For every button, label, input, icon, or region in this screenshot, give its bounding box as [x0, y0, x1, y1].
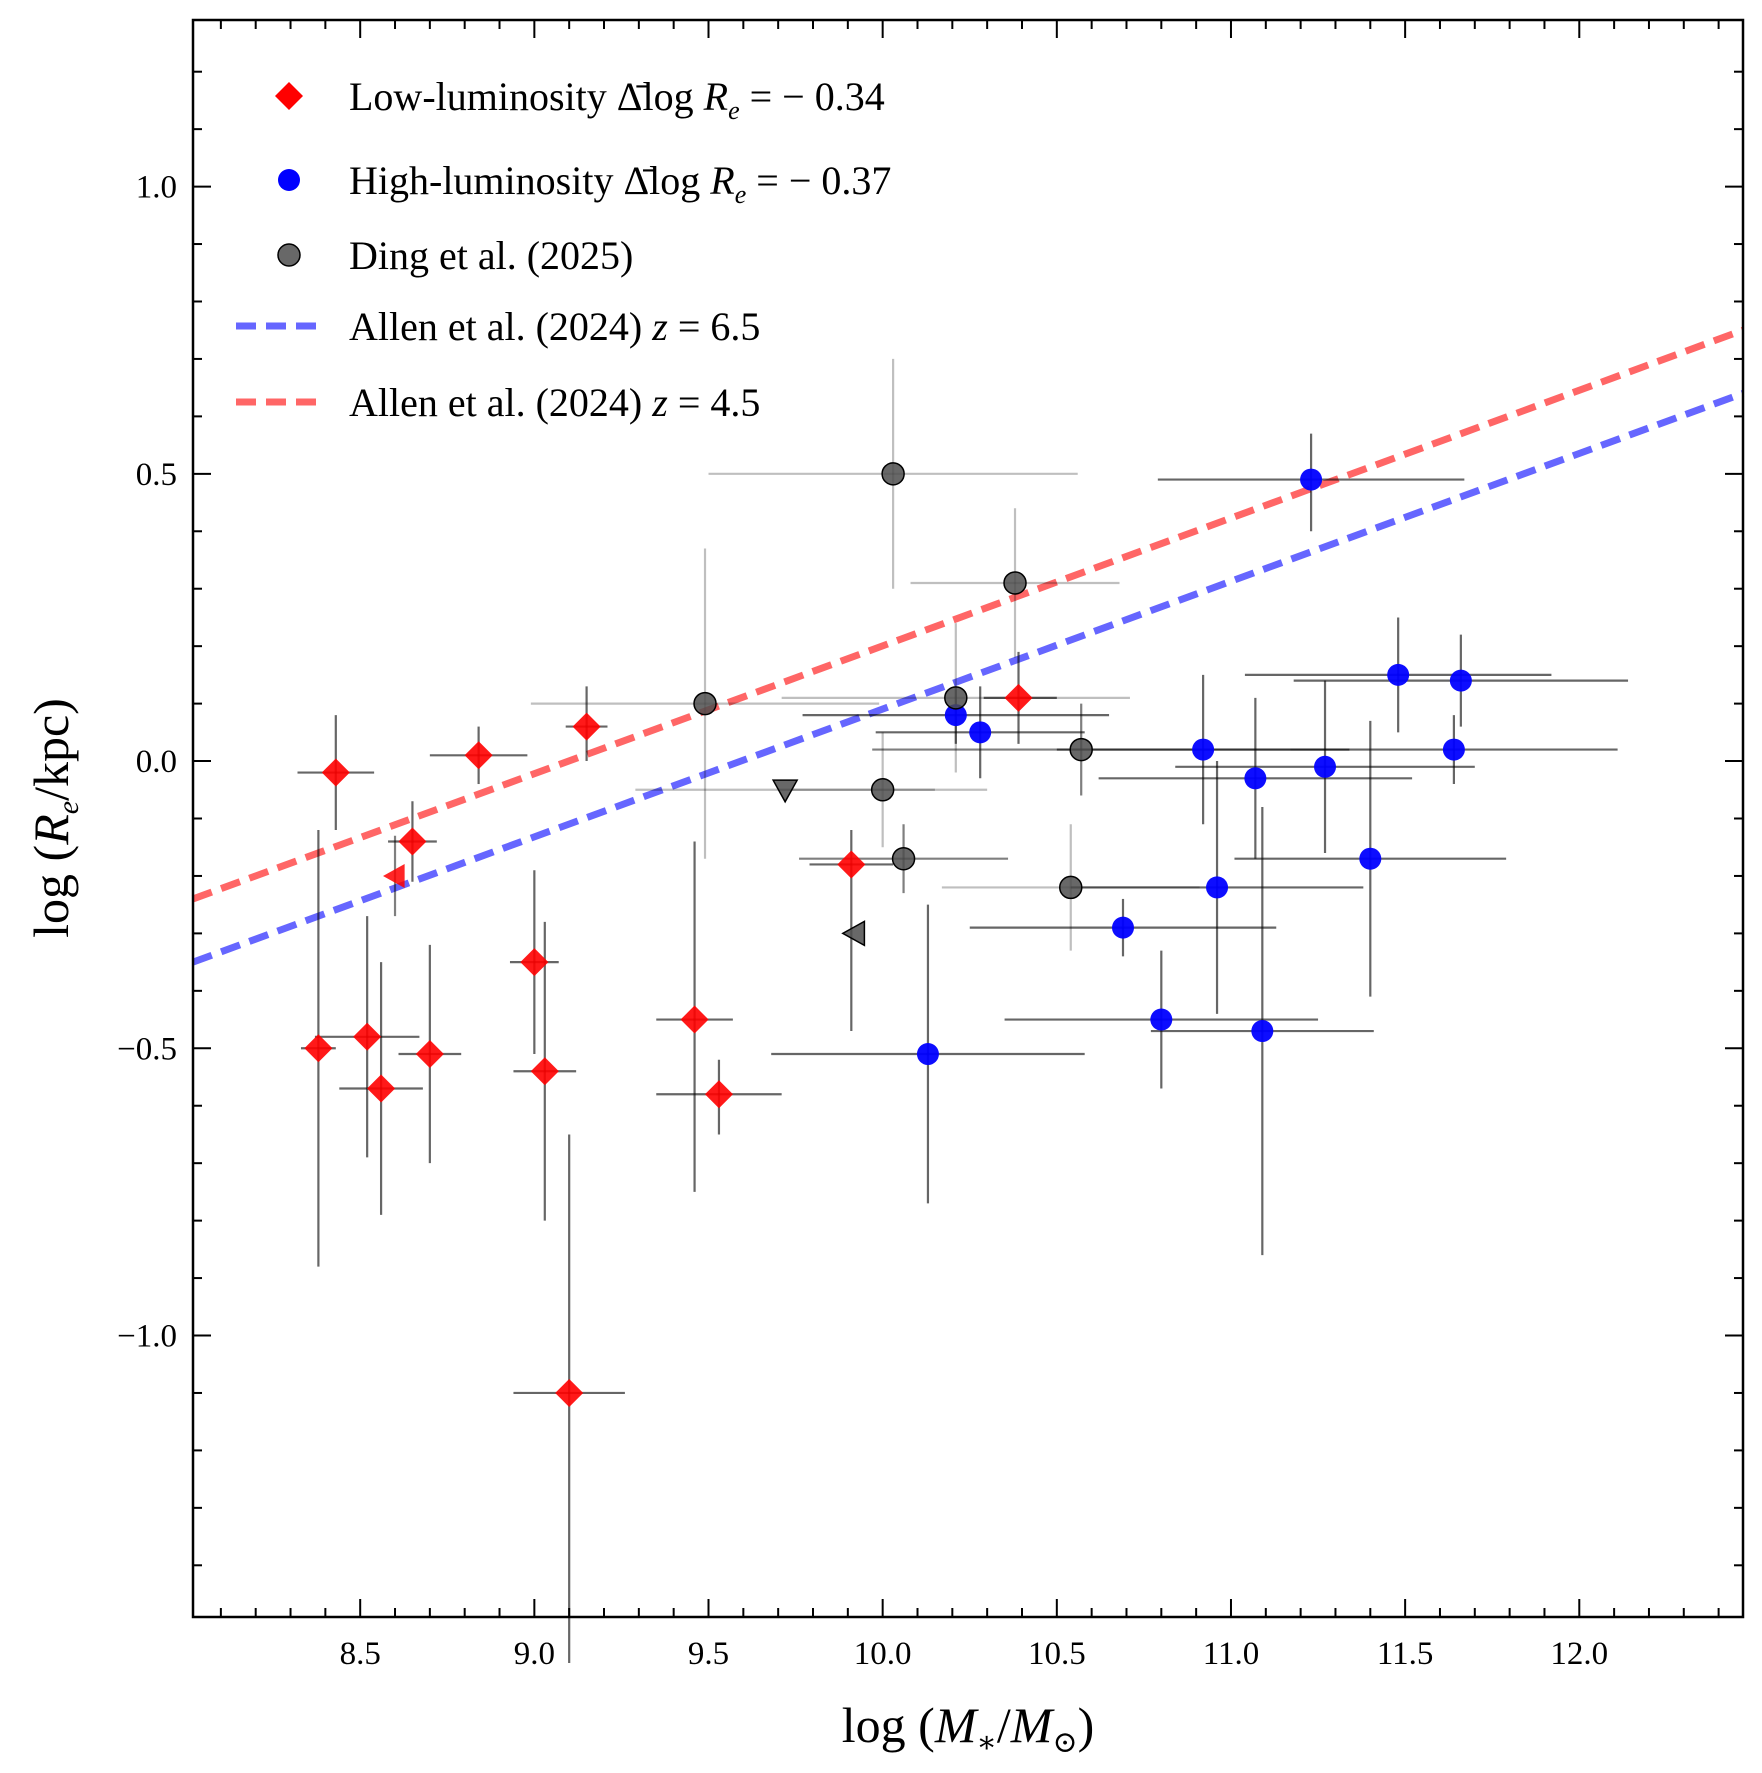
- data-point-circle: [1387, 663, 1410, 686]
- axis-ticks: 8.5 9.0 9.5 10.0 10.5 11.0 11.5 12.0 1.0 0.5 0.0 −0…: [117, 20, 1743, 1672]
- x-tick-label: 9.0: [514, 1636, 555, 1672]
- data-point-circle: [969, 721, 992, 744]
- data-point-circle: [916, 1043, 939, 1066]
- x-tick-label: 10.5: [1028, 1636, 1086, 1672]
- data-point-circle: [1192, 738, 1215, 761]
- data-point-circle: [944, 686, 968, 710]
- data-point-circle: [1003, 571, 1027, 595]
- model-line: [191, 326, 1745, 903]
- data-point-circle: [1314, 755, 1337, 778]
- data-point-diamond: [321, 758, 350, 787]
- x-tick-label: 8.5: [340, 1636, 381, 1672]
- model-lines: [191, 326, 1745, 966]
- y-tick-label: 0.0: [136, 744, 177, 780]
- data-point-circle: [944, 704, 967, 727]
- data-points: [304, 462, 1472, 1407]
- x-tick-label: 10.0: [854, 1636, 912, 1672]
- legend-marker-circle: [278, 169, 300, 191]
- legend-entry: Low-luminosity Δ̄log Re = − 0.34: [275, 74, 885, 125]
- x-tick-label: 9.5: [688, 1636, 729, 1672]
- legend-label: High-luminosity Δ̄log Re = − 0.37: [349, 158, 891, 209]
- x-tick-label: 11.5: [1377, 1636, 1434, 1672]
- data-point-circle: [1359, 847, 1382, 870]
- data-point-diamond: [520, 948, 549, 977]
- data-point-circle: [1449, 669, 1472, 692]
- y-tick-label: 0.5: [136, 457, 177, 493]
- data-point-circle: [1244, 767, 1267, 790]
- data-point-diamond: [704, 1080, 733, 1109]
- data-point-circle: [881, 462, 905, 486]
- data-point-circle: [1059, 875, 1083, 900]
- legend-entry: High-luminosity Δ̄log Re = − 0.37: [278, 158, 891, 209]
- data-point-diamond: [464, 741, 493, 770]
- x-tick-label: 11.0: [1203, 1636, 1260, 1672]
- x-tick-label: 12.0: [1550, 1636, 1608, 1672]
- legend: Low-luminosity Δ̄log Re = − 0.34 High-lum…: [236, 74, 891, 425]
- y-tick-label: −1.0: [117, 1319, 177, 1355]
- data-point-limit: [771, 779, 799, 804]
- model-line: [191, 390, 1745, 966]
- data-point-circle: [1251, 1020, 1274, 1043]
- data-point-diamond: [530, 1057, 559, 1086]
- data-point-diamond: [304, 1034, 333, 1063]
- legend-marker-circle: [277, 243, 301, 267]
- data-point-circle: [1150, 1008, 1173, 1031]
- data-point-circle: [693, 691, 717, 716]
- data-point-diamond: [837, 850, 866, 879]
- data-point-circle: [1300, 468, 1323, 491]
- data-point-circle: [891, 846, 916, 871]
- legend-marker-diamond: [275, 82, 303, 110]
- y-axis-title: log (Re/kpc): [23, 698, 85, 938]
- legend-entry: Allen et al. (2024) z = 6.5: [236, 304, 760, 349]
- legend-entry: Allen et al. (2024) z = 4.5: [236, 380, 760, 425]
- data-point-diamond: [353, 1022, 382, 1051]
- legend-label: Allen et al. (2024) z = 4.5: [349, 380, 760, 425]
- data-point-circle: [1112, 916, 1134, 939]
- data-point-diamond: [555, 1378, 584, 1407]
- y-tick-label: 1.0: [136, 170, 177, 206]
- data-point-diamond: [415, 1040, 444, 1069]
- x-axis-title: log (M∗/M⊙): [842, 1697, 1094, 1759]
- data-point-circle: [870, 778, 895, 802]
- data-point-circle: [1206, 876, 1229, 899]
- legend-label: Allen et al. (2024) z = 6.5: [349, 304, 760, 349]
- data-point-diamond: [572, 712, 601, 741]
- data-point-diamond: [1004, 683, 1033, 712]
- data-point-limit: [383, 863, 405, 888]
- data-point-limit: [841, 920, 866, 947]
- legend-entry: Ding et al. (2025): [277, 233, 633, 278]
- legend-label: Low-luminosity Δ̄log Re = − 0.34: [349, 74, 885, 125]
- data-point-circle: [1069, 737, 1093, 762]
- data-point-diamond: [680, 1005, 709, 1034]
- legend-label: Ding et al. (2025): [349, 233, 633, 278]
- data-point-diamond: [367, 1074, 396, 1103]
- y-tick-label: −0.5: [117, 1031, 177, 1067]
- data-point-diamond: [398, 827, 427, 856]
- data-point-circle: [1442, 738, 1465, 761]
